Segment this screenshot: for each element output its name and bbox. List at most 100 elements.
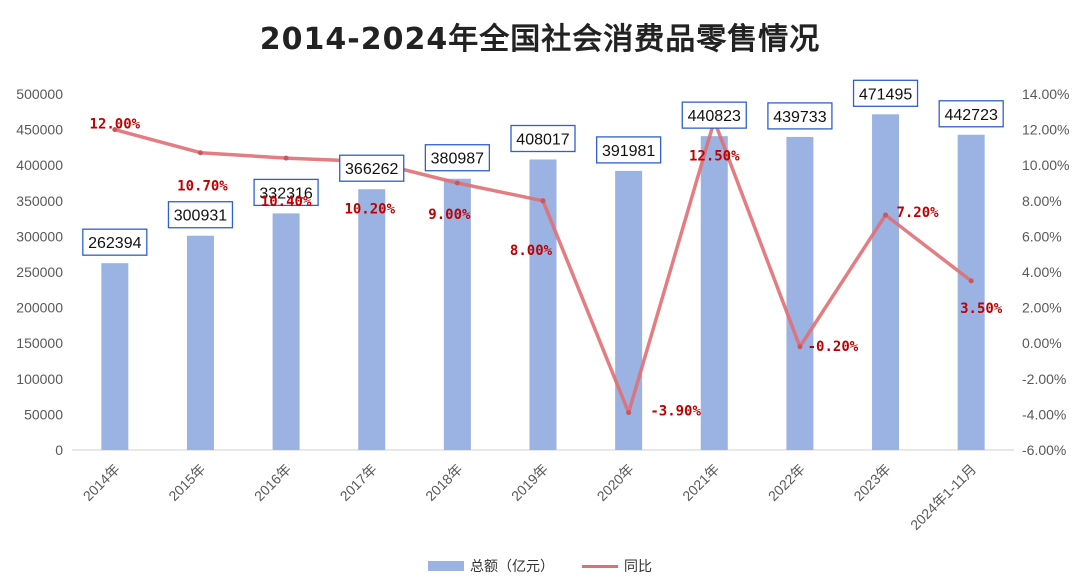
bar-value-label: 440823 xyxy=(681,101,747,129)
y-right-tick-label: 0.00% xyxy=(1022,335,1062,351)
line-value-label: 3.50% xyxy=(960,301,1003,317)
bar-value-label: 408017 xyxy=(510,124,576,153)
y-left-tick-label: 350000 xyxy=(16,193,63,209)
y-left-tick-label: 50000 xyxy=(24,406,63,422)
bar-value-label: 439733 xyxy=(767,102,833,130)
bar-value-label: 380987 xyxy=(424,144,491,172)
bar xyxy=(700,136,728,450)
y-right-tick-label: 6.00% xyxy=(1022,228,1062,244)
legend-line-swatch xyxy=(582,564,618,568)
bar xyxy=(957,134,985,450)
line-point xyxy=(112,127,118,133)
x-tick-label: 2021年 xyxy=(679,461,722,504)
y-right-tick-label: 14.00% xyxy=(1022,86,1069,102)
bar-value-text: 380987 xyxy=(431,151,484,168)
bar xyxy=(272,213,300,450)
y-right-tick-label: -6.00% xyxy=(1022,442,1066,458)
line-value-label: 12.00% xyxy=(90,117,141,133)
line-value-label: 7.20% xyxy=(896,205,939,221)
y-left-tick-label: 0 xyxy=(55,442,63,458)
y-left-tick-label: 250000 xyxy=(16,264,63,280)
y-right-tick-label: -2.00% xyxy=(1022,371,1066,387)
bar-value-box xyxy=(681,101,747,129)
bar-value-text: 262394 xyxy=(88,235,141,252)
bar-value-box xyxy=(595,136,662,164)
bar-value-label: 442723 xyxy=(938,100,1004,128)
bar-value-box xyxy=(510,124,576,153)
bar-value-text: 439733 xyxy=(773,109,826,126)
y-left-tick-label: 450000 xyxy=(16,122,63,138)
line-point xyxy=(626,410,632,416)
x-tick-label: 2018年 xyxy=(422,461,465,504)
bar-value-text: 471495 xyxy=(859,86,912,103)
x-tick-label: 2014年 xyxy=(80,461,123,504)
line-point xyxy=(883,212,889,218)
legend-item-total: 总额（亿元） xyxy=(428,556,554,576)
bar-value-text: 408017 xyxy=(516,131,569,148)
x-tick-label: 2016年 xyxy=(251,461,294,504)
line-value-label: -3.90% xyxy=(650,404,701,420)
chart-title: 2014-2024年全国社会消费品零售情况 xyxy=(259,22,821,57)
bar-value-label: 391981 xyxy=(595,136,662,164)
line-value-label: 10.20% xyxy=(344,202,395,218)
x-tick-label: 2024年1-11月 xyxy=(907,461,979,533)
line-point xyxy=(454,180,460,186)
bar-value-box xyxy=(167,201,234,229)
line-value-label: 12.50% xyxy=(689,149,740,165)
y-left-tick-label: 500000 xyxy=(16,86,63,102)
bar-value-text: 442723 xyxy=(944,107,997,124)
bar-value-text: 300931 xyxy=(174,208,227,225)
y-right-tick-label: 10.00% xyxy=(1022,157,1069,173)
y-right-tick-label: 12.00% xyxy=(1022,122,1069,138)
bar xyxy=(358,189,386,451)
bar-value-label: 366262 xyxy=(339,154,405,182)
line-value-label: 10.40% xyxy=(261,194,312,210)
legend-label-total: 总额（亿元） xyxy=(470,559,554,575)
bar-value-box xyxy=(852,79,919,107)
bar xyxy=(786,136,814,451)
chart-plot: 0 50000 100000 150000 200000 250000 300000 3500… xyxy=(16,79,1069,533)
bar-value-label: 332316 xyxy=(253,178,319,207)
line-point xyxy=(797,344,803,350)
y-left-tick-label: 100000 xyxy=(16,371,63,387)
bar-value-label: 300931 xyxy=(167,201,234,229)
y-right-tick-label: 2.00% xyxy=(1022,300,1062,316)
legend-bar-swatch xyxy=(428,561,464,571)
y-right-tick-label: -4.00% xyxy=(1022,406,1066,422)
y-right-tick-label: 8.00% xyxy=(1022,193,1062,209)
bar xyxy=(186,235,214,450)
bar-value-box xyxy=(424,144,491,172)
x-tick-label: 2017年 xyxy=(337,461,380,504)
bar-value-label: 262394 xyxy=(82,228,148,256)
bar-value-text: 440823 xyxy=(688,108,741,125)
line-point xyxy=(968,278,974,284)
y-left-tick-label: 150000 xyxy=(16,335,63,351)
bar-value-text: 391981 xyxy=(602,143,655,160)
y-right-tick-label: 4.00% xyxy=(1022,264,1062,280)
x-tick-label: 2022年 xyxy=(765,461,808,504)
line-point xyxy=(540,198,546,204)
bar-value-box xyxy=(938,100,1004,128)
line-point xyxy=(283,155,289,161)
bar-value-text: 366262 xyxy=(345,161,398,178)
bar xyxy=(872,114,900,450)
chart-legend: 总额（亿元） 同比 xyxy=(0,556,1080,576)
bar-value-box xyxy=(253,178,319,207)
bar-value-label: 471495 xyxy=(852,79,919,107)
x-tick-label: 2015年 xyxy=(165,461,208,504)
bar-value-box xyxy=(82,228,148,256)
x-tick-label: 2019年 xyxy=(508,461,551,504)
line-value-label: -0.20% xyxy=(808,339,859,355)
x-tick-label: 2023年 xyxy=(850,461,893,504)
bar xyxy=(615,170,643,450)
bar xyxy=(443,178,471,451)
line-value-label: 9.00% xyxy=(428,207,471,223)
y-left-tick-label: 400000 xyxy=(16,157,63,173)
y-left-tick-label: 300000 xyxy=(16,228,63,244)
bar xyxy=(529,159,557,451)
legend-item-yoy: 同比 xyxy=(582,556,652,576)
bar xyxy=(101,263,129,450)
bar-value-box xyxy=(767,102,833,130)
bar-value-box xyxy=(339,154,405,182)
x-tick-label: 2020年 xyxy=(594,461,637,504)
